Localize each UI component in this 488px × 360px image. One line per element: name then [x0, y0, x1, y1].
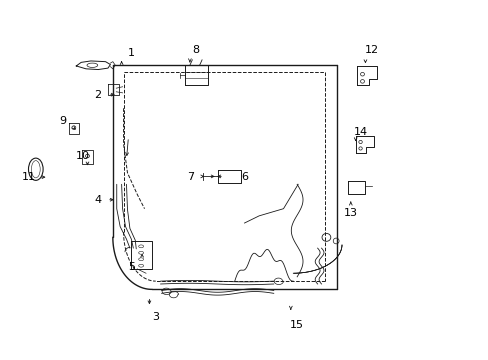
- Ellipse shape: [139, 245, 143, 248]
- Ellipse shape: [72, 126, 76, 130]
- Text: 3: 3: [152, 312, 159, 322]
- Text: 13: 13: [343, 208, 357, 218]
- Text: 5: 5: [128, 262, 135, 272]
- Ellipse shape: [139, 264, 143, 267]
- Text: 1: 1: [128, 48, 135, 58]
- Text: 12: 12: [365, 45, 379, 55]
- Ellipse shape: [87, 63, 98, 67]
- Text: 2: 2: [94, 90, 101, 100]
- Text: 10: 10: [76, 150, 89, 161]
- Ellipse shape: [332, 238, 338, 244]
- Text: 15: 15: [289, 320, 304, 330]
- Ellipse shape: [358, 140, 362, 144]
- Ellipse shape: [85, 154, 89, 158]
- Ellipse shape: [139, 251, 143, 254]
- Text: 11: 11: [22, 172, 36, 182]
- Text: 7: 7: [187, 172, 194, 182]
- Ellipse shape: [322, 233, 330, 241]
- Ellipse shape: [139, 258, 143, 261]
- Ellipse shape: [358, 147, 362, 150]
- Ellipse shape: [360, 80, 364, 83]
- Ellipse shape: [360, 72, 364, 76]
- Ellipse shape: [31, 161, 40, 178]
- Text: 9: 9: [60, 116, 66, 126]
- Text: 14: 14: [353, 127, 367, 136]
- Text: 8: 8: [192, 45, 199, 55]
- Text: 4: 4: [95, 195, 102, 205]
- Ellipse shape: [28, 158, 43, 180]
- Text: 6: 6: [241, 172, 247, 182]
